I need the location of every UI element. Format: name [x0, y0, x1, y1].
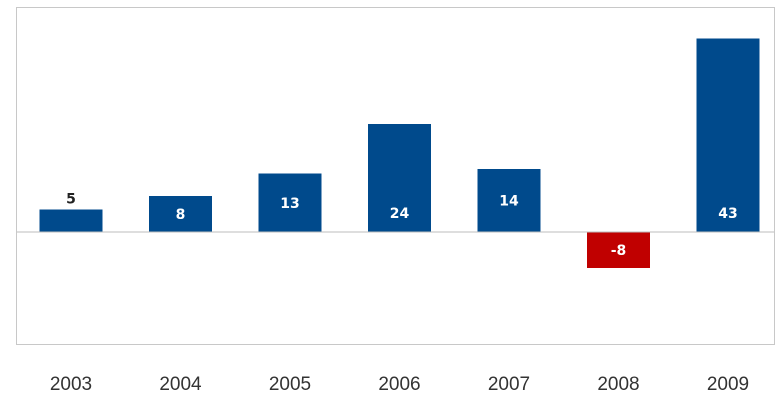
- bar-2007: [477, 169, 541, 232]
- x-tick-2006: 2006: [378, 374, 420, 395]
- data-label-2006: 24: [390, 206, 410, 222]
- data-label-2008: -8: [611, 243, 627, 259]
- bar-2004: [149, 196, 212, 232]
- data-label-2003: 5: [66, 192, 76, 208]
- x-tick-2004: 2004: [159, 374, 202, 395]
- bar-2009: [696, 38, 760, 232]
- bar-2005: [258, 173, 322, 232]
- x-tick-2007: 2007: [488, 374, 530, 395]
- x-tick-2003: 2003: [50, 374, 92, 395]
- bar-2008: [587, 232, 650, 268]
- bars-group: [39, 38, 760, 268]
- data-label-2004: 8: [176, 207, 186, 223]
- data-label-2009: 43: [718, 206, 737, 222]
- plot-frame: [16, 7, 775, 345]
- data-label-2007: 14: [499, 194, 519, 210]
- bar-labels-group: 5 8 13 24 14 -8 43: [66, 192, 738, 260]
- x-tick-2005: 2005: [269, 374, 311, 395]
- x-tick-2009: 2009: [707, 374, 749, 395]
- bar-2006: [368, 124, 431, 232]
- data-label-2005: 13: [280, 196, 299, 212]
- x-tick-2008: 2008: [597, 374, 639, 395]
- x-axis-tick-labels: 2003 2004 2005 2006 2007 2008 2009: [50, 374, 749, 395]
- bar-2003: [39, 209, 103, 232]
